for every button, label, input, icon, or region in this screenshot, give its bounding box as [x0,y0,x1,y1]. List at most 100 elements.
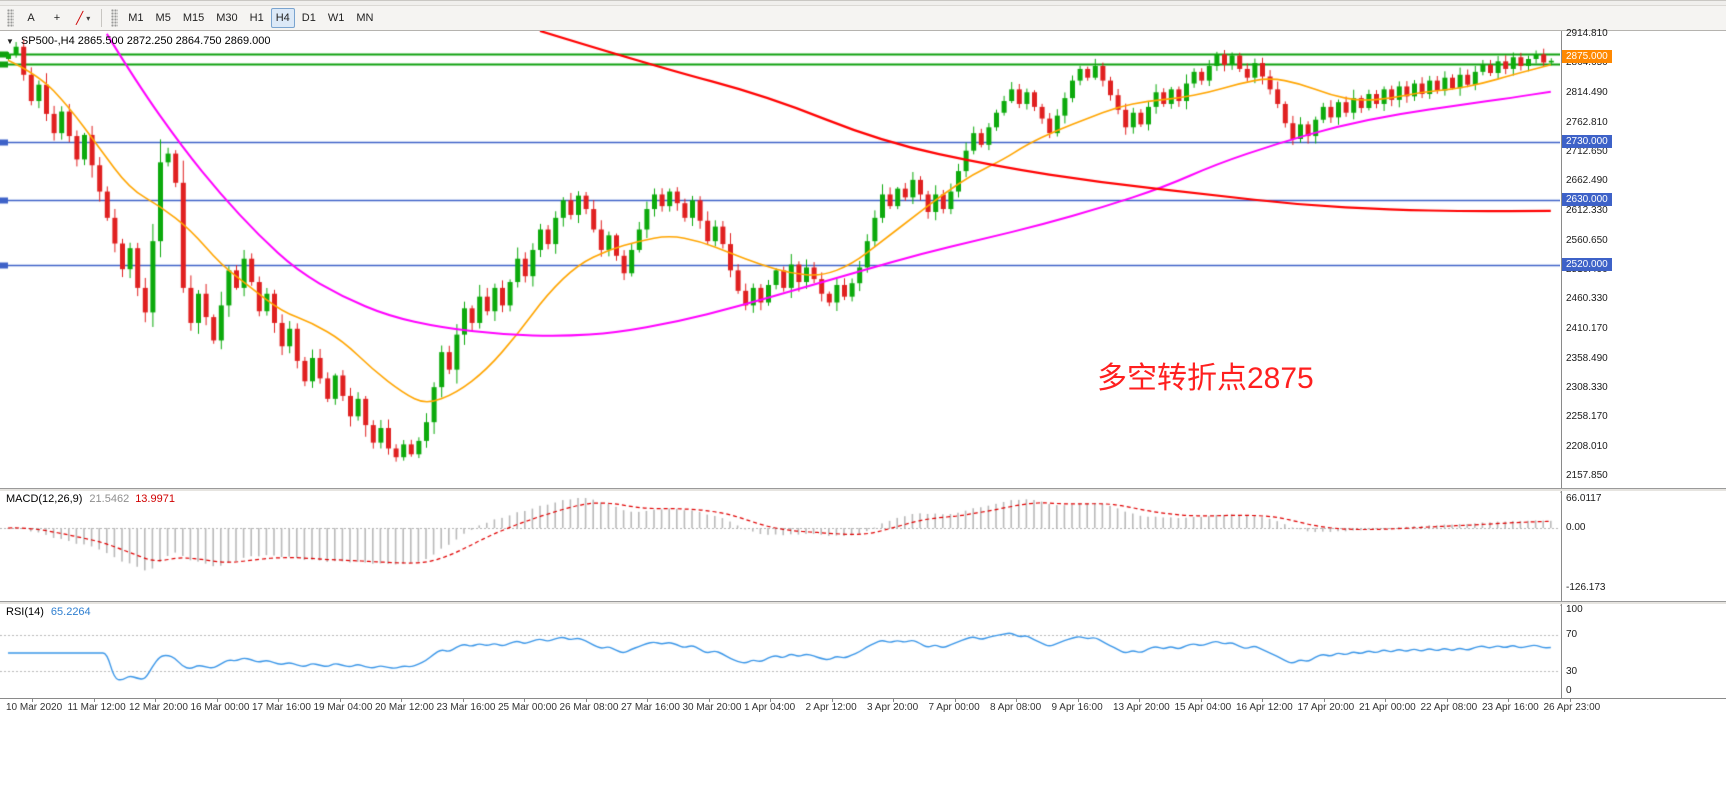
time-axis-label: 10 Mar 2020 [6,702,63,713]
time-axis-label: 22 Apr 08:00 [1420,702,1478,713]
time-axis-tick [1446,699,1448,702]
timeframe-grip-handle[interactable] [111,9,119,27]
time-axis-tick [1323,699,1325,702]
macd-main-value: 21.5462 [89,493,130,505]
time-axis-tick [1139,699,1140,702]
time-axis-label: 8 Apr 08:00 [990,702,1042,713]
chart-annotation-text[interactable]: 多空转折点2875 [1097,362,1314,395]
macd-chart-canvas[interactable] [0,491,1560,601]
time-axis-tick [1569,699,1571,702]
level-price-tag: 2630.000 [1562,193,1612,207]
time-axis-label: 7 Apr 00:00 [928,702,980,713]
time-axis-tick [831,699,833,702]
trendline-icon: ╱ [76,11,84,25]
time-axis-tick [647,699,648,702]
time-axis-label: 13 Apr 20:00 [1113,702,1170,713]
time-axis-tick [1200,699,1202,702]
time-axis-tick [32,699,33,702]
time-axis-tick [339,699,341,702]
price-axis: 2914.8102864.6502814.4902762.8102712.650… [1561,28,1726,488]
price-axis-label: 2460.330 [1566,293,1608,305]
price-axis-label: 2762.810 [1566,116,1608,128]
time-axis-tick [708,699,710,702]
time-axis-label: 15 Apr 04:00 [1174,702,1232,713]
rsi-axis: 100 70 30 0 [1561,604,1726,698]
rsi-panel: RSI(14) 65.2264 [0,604,1560,698]
time-axis-label: 12 Mar 20:00 [129,702,188,713]
main-chart-panel: ▼ SP500-,H4 2865.500 2872.250 2864.750 28… [0,31,1560,488]
time-axis-tick [1077,699,1079,702]
time-axis-label: 9 Apr 16:00 [1051,702,1103,713]
time-axis-label: 26 Mar 08:00 [559,702,619,713]
time-axis-label: 2 Apr 12:00 [805,702,857,713]
rsi-label: RSI(14) [6,606,44,618]
time-axis-label: 3 Apr 20:00 [867,702,919,713]
crosshair-icon: + [53,12,61,24]
price-axis-label: 2157.850 [1566,470,1608,481]
rsi-header: RSI(14) 65.2264 [6,606,91,618]
time-axis-tick [216,699,218,702]
macd-header: MACD(12,26,9) 21.5462 13.9971 [6,493,175,505]
macd-axis: 66.0117 0.00 -126.173 [1561,491,1726,601]
timeframe-toolbar: M1 M5 M15 M30 H1 H4 D1 W1 MN [122,8,379,28]
time-axis-label: 21 Apr 00:00 [1359,702,1416,713]
one-click-trading-toggle[interactable]: ▼ [6,37,14,46]
timeframe-button-m1[interactable]: M1 [123,8,148,28]
time-axis-label: 11 Mar 12:00 [67,702,126,713]
price-axis-label: 2258.170 [1566,411,1608,423]
price-axis-label: 2612.330 [1566,204,1608,216]
timeframe-button-m15[interactable]: M15 [178,8,209,28]
timeframe-button-mn[interactable]: MN [351,8,378,28]
time-axis-label: 23 Apr 16:00 [1482,702,1539,713]
time-axis-label: 19 Mar 04:00 [313,702,373,713]
time-axis-label: 17 Apr 20:00 [1297,702,1355,713]
time-axis-tick [1262,699,1263,702]
price-axis-label: 2712.650 [1566,146,1608,158]
time-axis-tick [1016,699,1017,702]
time-axis-label: 16 Apr 12:00 [1236,702,1293,713]
macd-label: MACD(12,26,9) [6,493,83,505]
price-axis-label: 2914.810 [1566,28,1608,39]
macd-axis-label: 0.00 [1566,522,1586,533]
timeframe-button-h1[interactable]: H1 [245,8,269,28]
time-axis-tick [770,699,771,702]
line-tools-dropdown-button[interactable]: ╱ ▾ [71,8,95,28]
time-axis-tick [1508,699,1509,702]
text-label-tool-button[interactable]: A [19,8,43,28]
rsi-axis-label: 30 [1566,666,1578,677]
time-axis-tick [954,699,956,702]
chart-title: ▼ SP500-,H4 2865.500 2872.250 2864.750 28… [6,35,271,47]
time-axis[interactable]: 10 Mar 2020 11 Mar 12:00 12 Mar 20:00 16 Ma… [0,698,1726,715]
macd-axis-label: 66.0117 [1566,493,1602,504]
timeframe-button-m5[interactable]: M5 [151,8,176,28]
crosshair-tool-button[interactable]: + [45,8,69,28]
toolbar-separator [101,9,103,27]
rsi-value: 65.2264 [50,606,91,618]
timeframe-button-w1[interactable]: W1 [323,8,350,28]
rsi-axis-label: 100 [1566,604,1583,615]
candlestick-chart-canvas[interactable] [0,31,1560,488]
timeframe-button-d1[interactable]: D1 [297,8,321,28]
timeframe-button-h4[interactable]: H4 [270,8,295,28]
ohlc-values: 2865.500 2872.250 2864.750 2869.000 [77,35,271,47]
time-axis-label: 23 Mar 16:00 [436,702,496,713]
rsi-chart-canvas[interactable] [0,604,1560,698]
symbol-period-label: SP500-,H4 [20,35,75,47]
rsi-axis-label: 70 [1566,629,1578,640]
rsi-axis-label: 0 [1566,685,1572,696]
time-axis-tick [278,699,279,702]
price-axis-label: 2560.650 [1566,234,1608,246]
level-price-tag: 2520.000 [1562,257,1612,271]
time-axis-label: 26 Apr 23:00 [1543,702,1601,713]
time-axis-tick [462,699,464,702]
time-axis-tick [93,699,95,702]
bottom-strip [0,715,1726,797]
price-axis-label: 2410.170 [1566,322,1608,334]
macd-signal-value: 13.9971 [135,493,175,505]
price-axis-label: 2208.010 [1566,440,1608,452]
time-axis-label: 1 Apr 04:00 [744,702,796,713]
toolbar-grip-handle[interactable] [7,9,14,27]
timeframe-button-m30[interactable]: M30 [211,8,242,28]
time-axis-label: 16 Mar 00:00 [190,702,250,713]
